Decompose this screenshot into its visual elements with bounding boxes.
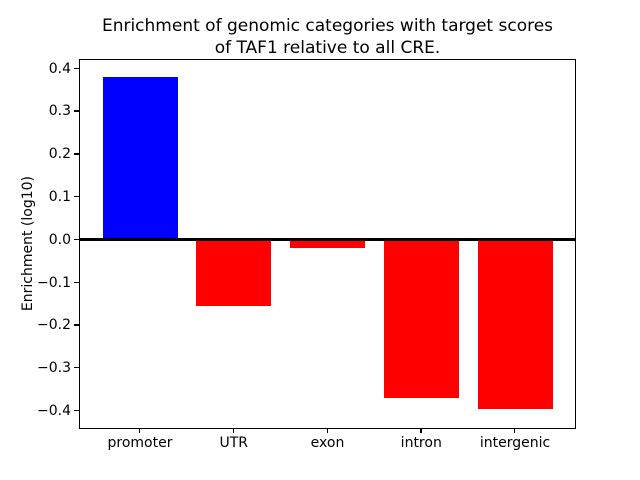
y-tick-label: −0.2 (37, 317, 71, 334)
y-tick-mark (74, 195, 80, 198)
y-tick-label: −0.3 (37, 360, 71, 377)
y-tick-mark (74, 110, 80, 112)
y-tick-mark (74, 153, 80, 155)
y-tick-label: −0.4 (37, 402, 71, 419)
bar-UTR (196, 239, 272, 307)
x-tick-label-intron: intron (400, 435, 442, 451)
y-tick-label: 0.4 (48, 60, 71, 77)
plot-area: 0.4 0.3 0.2 0.1 0.0 −0.1 −0.2 −0.3 −0.4 promoter U… (37, 59, 576, 451)
chart-title-line1: Enrichment of genomic categories with ta… (101, 16, 554, 36)
y-tick-mark (74, 367, 80, 369)
x-tick-mark (420, 428, 422, 433)
bar-intergenic (477, 239, 553, 409)
x-tick-mark (326, 428, 328, 433)
x-tick-label-promoter: promoter (107, 435, 173, 451)
y-tick-mark (74, 409, 80, 412)
bar-intron (383, 239, 459, 399)
x-tick-label-intergenic: intergenic (479, 435, 551, 451)
x-tick-mark (513, 428, 516, 433)
bar-promoter (102, 77, 178, 240)
x-tick-mark (232, 428, 235, 433)
y-tick-mark (74, 67, 80, 69)
chart-title: Enrichment of genomic categories with ta… (79, 15, 576, 59)
x-tick-label-exon: exon (310, 435, 345, 451)
y-tick-label: 0.2 (48, 146, 71, 163)
y-tick-mark (74, 281, 80, 283)
y-axis-label-wrap: Enrichment (log10) (20, 59, 36, 429)
chart-title-line2: of TAF1 relative to all CRE. (214, 38, 441, 59)
y-tick-label: 0.1 (48, 188, 71, 205)
y-tick-label: −0.1 (37, 274, 71, 291)
y-tick-label: 0.0 (48, 231, 71, 248)
y-tick-mark (74, 324, 80, 326)
zero-baseline (80, 238, 575, 242)
x-tick-mark (139, 428, 141, 433)
y-axis-label: Enrichment (log10) (20, 176, 36, 312)
bar-exon (290, 239, 365, 249)
y-tick-label: 0.3 (48, 103, 71, 120)
y-tick-mark (74, 238, 80, 241)
x-tick-label-UTR: UTR (219, 435, 249, 451)
